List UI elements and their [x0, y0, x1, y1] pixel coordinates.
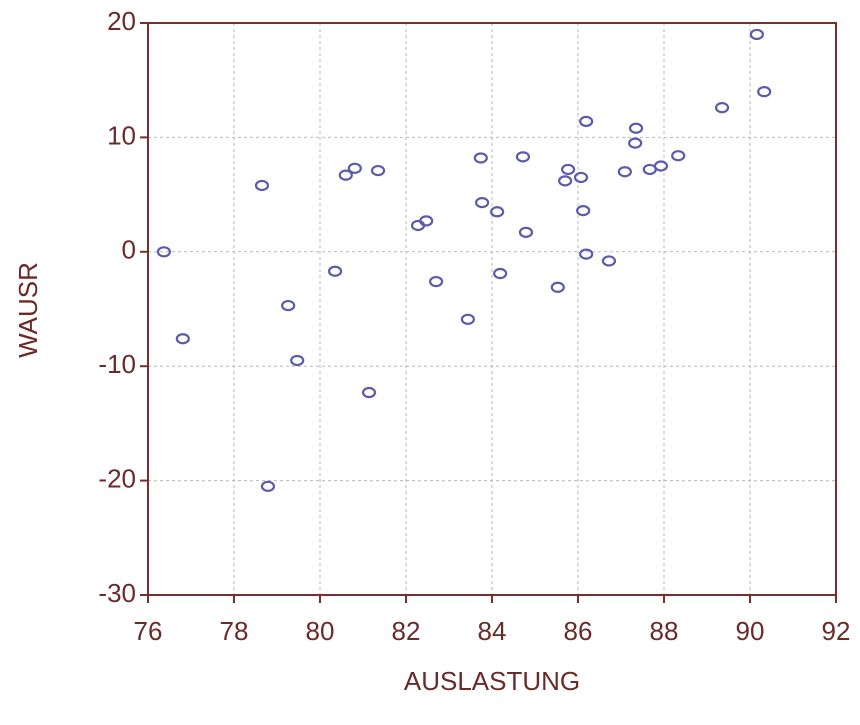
point — [749, 28, 764, 41]
point — [617, 166, 632, 178]
x-tick-label: 92 — [822, 616, 851, 646]
y-tick-label: 20 — [107, 6, 136, 36]
point — [714, 102, 730, 114]
point — [628, 137, 643, 149]
point — [473, 152, 488, 164]
x-tick-label: 80 — [306, 616, 335, 646]
point — [579, 248, 594, 260]
point — [557, 175, 573, 187]
x-axis-label: AUSLASTUNG — [404, 666, 580, 696]
x-tick-label: 88 — [650, 616, 679, 646]
point — [653, 160, 669, 172]
point — [493, 267, 508, 280]
x-tick-label: 76 — [134, 616, 163, 646]
y-tick-label: -30 — [98, 578, 136, 608]
x-tick-label: 90 — [736, 616, 765, 646]
x-tick-label: 84 — [478, 616, 507, 646]
point — [156, 246, 172, 258]
point — [460, 313, 476, 325]
point — [419, 215, 434, 227]
point — [757, 86, 772, 98]
point — [327, 265, 343, 277]
point — [518, 226, 534, 238]
y-tick-label: 10 — [107, 120, 136, 150]
point — [361, 386, 377, 399]
point — [573, 171, 589, 184]
point — [628, 122, 644, 134]
point — [475, 197, 490, 209]
point — [281, 299, 296, 312]
y-tick-label: -10 — [98, 349, 136, 379]
point — [671, 150, 686, 162]
point — [260, 480, 276, 492]
point — [601, 255, 617, 267]
point — [490, 206, 505, 218]
point — [370, 164, 386, 177]
point — [561, 163, 576, 176]
point — [429, 275, 444, 288]
x-tick-label: 78 — [220, 616, 249, 646]
point — [576, 205, 591, 217]
point — [254, 179, 270, 192]
point — [515, 151, 531, 163]
point — [175, 333, 190, 345]
plot-frame — [147, 22, 837, 596]
y-tick-label: -20 — [98, 463, 136, 493]
point — [290, 354, 305, 367]
point — [347, 162, 362, 174]
point — [338, 169, 353, 181]
x-tick-label: 82 — [392, 616, 421, 646]
y-axis-label: WAUSR — [13, 262, 43, 358]
x-tick-label: 86 — [564, 616, 593, 646]
point — [579, 115, 594, 127]
point — [550, 281, 565, 293]
y-tick-label: 0 — [122, 235, 136, 265]
